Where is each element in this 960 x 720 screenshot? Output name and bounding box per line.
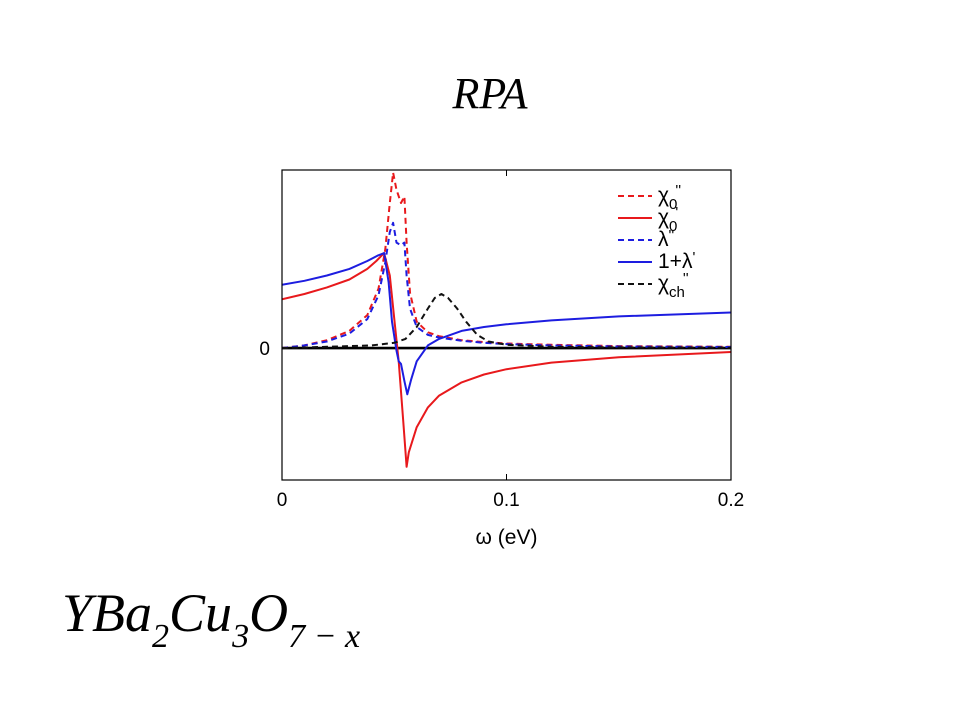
x-axis-label: ω (eV) <box>476 526 538 549</box>
series-layer <box>282 171 731 468</box>
series-line-3 <box>282 252 731 396</box>
formula-subscript: 3 <box>232 618 250 655</box>
formula-subscript: 7 − x <box>288 618 361 655</box>
x-tick-label: 0 <box>277 490 288 511</box>
legend-label: λ'' <box>658 227 674 251</box>
legend-subscript: 0 <box>669 196 677 213</box>
series-line-2 <box>282 221 731 350</box>
y-tick-label: 0 <box>259 339 270 360</box>
legend-symbol: λ <box>658 228 669 251</box>
legend-superscript: '' <box>675 182 681 199</box>
legend-label: χ0'' <box>658 182 681 213</box>
axes-layer: 0 0.1 0.2 0 ω (eV) <box>259 169 744 549</box>
legend-superscript: '' <box>669 227 675 244</box>
x-tick-label: 0.2 <box>718 490 744 511</box>
legend-superscript: '' <box>683 270 689 287</box>
legend-label: χ0' <box>658 204 678 235</box>
legend-symbol: χ <box>658 184 669 207</box>
legend: χ0''χ0'λ''1+λ'χch'' <box>618 182 695 301</box>
legend-subscript: 0 <box>669 218 677 235</box>
legend-subscript: ch <box>669 284 685 301</box>
legend-superscript: ' <box>692 249 695 266</box>
series-line-1 <box>282 252 731 468</box>
legend-label: χch'' <box>658 270 689 301</box>
slide-title: RPA <box>452 69 528 118</box>
legend-superscript: ' <box>675 204 678 221</box>
formula-text: YBa <box>62 583 153 643</box>
formula-text: Cu <box>169 583 233 643</box>
legend-symbol: χ <box>658 206 669 229</box>
formula-text: O <box>249 583 289 643</box>
legend-symbol: χ <box>658 272 669 295</box>
formula-subscript: 2 <box>152 618 170 655</box>
x-tick-label: 0.1 <box>493 490 519 511</box>
chemical-formula: YBa2Cu3O7 − x <box>62 583 360 654</box>
legend-symbol: 1+λ <box>658 250 693 273</box>
legend-label: 1+λ' <box>658 249 695 273</box>
